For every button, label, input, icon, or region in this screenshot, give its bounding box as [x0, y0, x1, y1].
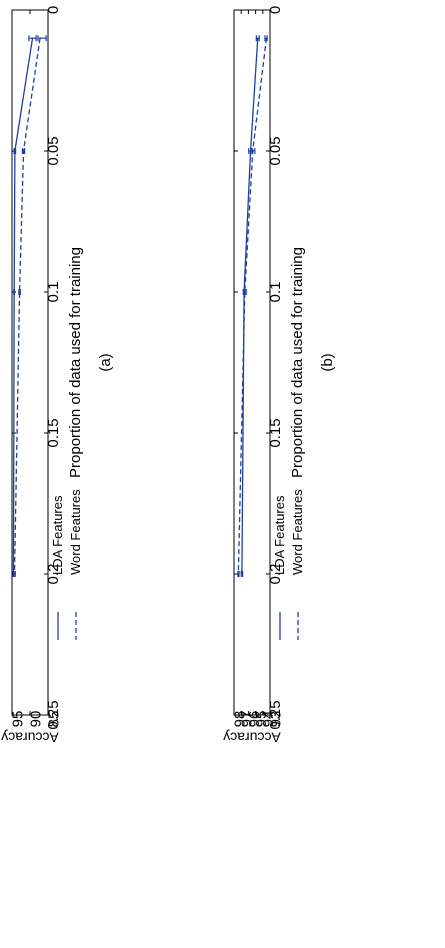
figure-caption: (a): [97, 353, 114, 371]
data-point: [249, 150, 252, 152]
data-point: [14, 150, 16, 152]
x-tick-label: 0.1: [45, 282, 62, 303]
data-point: [265, 37, 268, 39]
x-tick-label: 0.05: [267, 136, 284, 165]
legend-label: LDA Features: [50, 495, 65, 575]
y-tick-label: 94: [260, 711, 277, 728]
series-line-lda: [241, 38, 259, 575]
data-point: [244, 291, 246, 293]
series-line-word: [237, 38, 268, 575]
x-tick-label: 0.2: [267, 564, 284, 585]
data-point: [13, 573, 16, 575]
x-tick-label: 0: [267, 6, 284, 14]
y-tick-label: 98: [231, 711, 248, 728]
y-tick-label: 90: [27, 711, 44, 728]
x-tick-label: 0.05: [45, 136, 62, 165]
data-point: [39, 37, 41, 39]
y-tick-label: 93: [267, 711, 284, 728]
y-tick-label: 96: [246, 711, 263, 728]
legend-label: Word Features: [68, 489, 83, 575]
y-tick-label: 85: [45, 711, 62, 728]
x-tick-label: 0.1: [267, 282, 284, 303]
plot-frame: [11, 9, 49, 716]
x-tick-label: 0.15: [267, 418, 284, 447]
legend-label: Word Features: [290, 489, 305, 575]
x-axis-label: Proportion of data used for training: [289, 247, 306, 478]
data-point: [241, 573, 243, 575]
data-point: [31, 37, 34, 39]
plot-frame: [233, 9, 271, 716]
x-tick-label: 0.25: [45, 700, 62, 729]
data-point: [18, 291, 21, 293]
data-point: [237, 573, 240, 575]
y-tick-label: 97: [239, 711, 256, 728]
x-tick-label: 0.25: [267, 700, 284, 729]
data-point: [22, 150, 25, 152]
data-point: [256, 37, 259, 39]
y-tick-label: 95: [253, 711, 270, 728]
y-axis-label: Accuracy: [1, 730, 59, 746]
x-tick-label: 0.15: [45, 418, 62, 447]
legend-label: LDA Features: [272, 495, 287, 575]
data-point: [251, 150, 254, 152]
y-axis-label: Accuracy: [223, 730, 281, 746]
figure-caption: (b): [319, 353, 336, 371]
series-line-lda: [12, 38, 34, 575]
y-tick-label: 95: [9, 711, 26, 728]
x-axis-label: Proportion of data used for training: [67, 247, 84, 478]
x-tick-label: 0: [45, 6, 62, 14]
series-line-word: [13, 38, 41, 575]
x-tick-label: 0.2: [45, 564, 62, 585]
data-point: [13, 291, 15, 293]
